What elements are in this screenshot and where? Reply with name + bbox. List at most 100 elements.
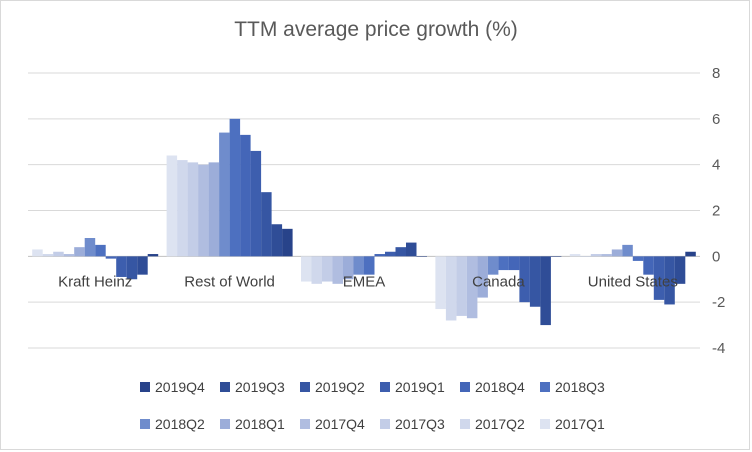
legend-label: 2017Q2	[475, 416, 525, 432]
bar-2018Q4	[643, 256, 654, 275]
bar-2019Q2	[261, 192, 272, 257]
bar-2017Q1	[166, 155, 178, 257]
bar-2017Q1	[569, 254, 581, 257]
bar-2017Q3	[53, 251, 64, 257]
legend-swatch	[300, 419, 310, 429]
legend-label: 2017Q1	[555, 416, 605, 432]
bar-2018Q1	[343, 256, 354, 280]
legend-label: 2019Q4	[155, 379, 205, 395]
legend-swatch	[300, 382, 310, 392]
category-label: Kraft Heinz	[58, 273, 132, 290]
bar-2019Q2	[395, 247, 406, 257]
bar-2019Q4	[416, 256, 427, 257]
bar-2017Q3	[456, 256, 467, 316]
category-label: Canada	[472, 273, 525, 290]
bar-2017Q2	[580, 256, 591, 257]
legend-label: 2017Q3	[395, 416, 445, 432]
legend-label: 2019Q2	[315, 379, 365, 395]
legend-label: 2019Q1	[395, 379, 445, 395]
bar-2019Q3	[137, 256, 148, 275]
bar-2019Q2	[126, 256, 138, 280]
legend-label: 2018Q2	[155, 416, 205, 432]
y-axis-ticks: 8 6 4 2 0 -2 -4	[712, 65, 725, 357]
bar-2019Q1	[116, 256, 127, 277]
legend-swatch	[140, 382, 150, 392]
bar-2018Q3	[229, 118, 241, 257]
bar-2019Q3	[540, 256, 551, 326]
legend-swatch	[140, 419, 150, 429]
bar-2018Q2	[622, 244, 633, 257]
bar-2019Q4	[550, 256, 562, 257]
y-tick-label: 0	[712, 248, 720, 265]
bar-2017Q1	[301, 256, 312, 282]
legend-label: 2018Q4	[475, 379, 525, 395]
bar-2017Q2	[42, 254, 54, 257]
bar-2019Q4	[685, 251, 696, 257]
bar-2017Q3	[187, 162, 199, 257]
bar-2017Q1	[435, 256, 446, 310]
bar-2017Q2	[311, 256, 322, 284]
category-labels: Kraft Heinz Rest of World EMEA Canada United…	[58, 273, 678, 290]
bar-2017Q4	[63, 254, 75, 257]
bars	[32, 118, 696, 326]
bar-2019Q3	[674, 256, 686, 284]
bar-2019Q1	[653, 256, 665, 300]
bar-2017Q3	[322, 256, 333, 282]
bar-2018Q2	[487, 256, 499, 275]
bar-2018Q2	[353, 256, 364, 275]
legend-label: 2017Q4	[315, 416, 365, 432]
bar-2017Q2	[445, 256, 457, 321]
bar-2018Q3	[498, 256, 509, 271]
bar-2019Q4	[282, 228, 293, 257]
legend-swatch	[380, 419, 390, 429]
y-tick-label: 8	[712, 65, 720, 82]
bar-2018Q2	[219, 132, 230, 257]
legend: 2019Q4 2019Q3 2019Q2 2019Q1 2018Q4 2018Q3 2018…	[140, 379, 605, 432]
bar-2018Q1	[477, 256, 488, 298]
category-label: EMEA	[343, 273, 386, 290]
bar-2018Q2	[84, 238, 96, 257]
bar-2017Q2	[177, 160, 188, 257]
bar-2017Q1	[32, 249, 43, 257]
bar-2019Q1	[519, 256, 530, 303]
category-label: Rest of World	[184, 273, 275, 290]
bar-2019Q3	[271, 224, 283, 257]
bar-2019Q2	[664, 256, 675, 305]
bar-2019Q1	[250, 150, 262, 257]
bar-2017Q4	[198, 164, 209, 257]
bar-2019Q3	[406, 242, 417, 257]
chart-title: TTM average price growth (%)	[234, 18, 518, 41]
bar-2017Q4	[601, 254, 612, 257]
legend-swatch	[540, 419, 550, 429]
bar-2017Q3	[590, 254, 602, 257]
bar-2018Q4	[508, 256, 520, 271]
y-tick-label: -2	[712, 294, 725, 311]
bar-2017Q4	[332, 256, 343, 284]
y-tick-label: 4	[712, 157, 720, 174]
legend-label: 2018Q1	[235, 416, 285, 432]
bar-2018Q1	[74, 247, 85, 257]
bar-2019Q4	[147, 254, 159, 257]
bar-2018Q1	[208, 162, 220, 257]
bar-2018Q3	[632, 256, 644, 261]
bar-2018Q1	[611, 249, 623, 257]
y-tick-label: 6	[712, 111, 720, 128]
legend-swatch	[380, 382, 390, 392]
bar-2019Q1	[385, 251, 396, 257]
bar-2019Q2	[529, 256, 541, 307]
legend-label: 2018Q3	[555, 379, 605, 395]
legend-swatch	[460, 419, 470, 429]
bar-2018Q3	[95, 244, 106, 257]
gridlines	[28, 72, 700, 349]
bar-2018Q4	[240, 134, 251, 257]
legend-swatch	[220, 382, 230, 392]
bar-2018Q4	[374, 254, 385, 257]
y-tick-label: -4	[712, 340, 725, 357]
legend-swatch	[460, 382, 470, 392]
bar-2018Q4	[105, 256, 117, 259]
bar-2017Q4	[466, 256, 478, 319]
legend-label: 2019Q3	[235, 379, 285, 395]
y-tick-label: 2	[712, 203, 720, 220]
